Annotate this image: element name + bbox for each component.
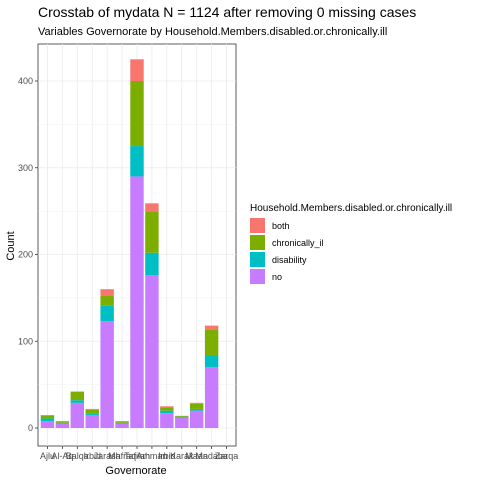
x-tick-label: Zarqa bbox=[215, 451, 239, 461]
bar-segment-both bbox=[130, 59, 144, 81]
bar-segment-both bbox=[85, 408, 99, 410]
bar-segment-chronically-il bbox=[115, 421, 129, 423]
bar-segment-both bbox=[55, 421, 70, 422]
bar-segment-chronically-il bbox=[145, 211, 159, 253]
bar-segment-disability bbox=[160, 410, 174, 414]
y-tick-label: 200 bbox=[18, 250, 33, 260]
legend-title: Household.Members.disabled.or.chronicall… bbox=[250, 203, 452, 214]
bar-segment-chronically-il bbox=[70, 391, 85, 401]
bar-segment-no bbox=[204, 367, 219, 428]
x-axis-title: Governorate bbox=[105, 465, 166, 477]
bar-segment-both bbox=[100, 289, 114, 296]
bar-segment-chronically-il bbox=[55, 421, 70, 423]
bar-segment-disability bbox=[189, 408, 204, 411]
legend: Household.Members.disabled.or.chronicall… bbox=[250, 203, 452, 284]
y-tick-label: 400 bbox=[18, 76, 33, 86]
x-tick-label: Madaba bbox=[195, 451, 228, 461]
y-axis-title: Count bbox=[5, 231, 17, 260]
bar-segment-no bbox=[189, 410, 204, 428]
bar-segment-no bbox=[130, 176, 144, 428]
x-tick-label: Karak bbox=[170, 451, 194, 461]
bar-segment-no bbox=[40, 421, 55, 428]
x-tick-label: Tafilah bbox=[124, 451, 150, 461]
legend-swatch-no bbox=[250, 269, 265, 284]
bar-segment-both bbox=[189, 402, 204, 404]
bar-segment-chronically-il bbox=[100, 295, 114, 306]
bar-segment-both bbox=[115, 421, 129, 422]
legend-swatch-chronically-il bbox=[250, 235, 265, 250]
x-tick-label: Jarash bbox=[94, 451, 121, 461]
legend-label: chronically_il bbox=[272, 238, 324, 248]
bar-segment-disability bbox=[70, 400, 85, 403]
plot-area: 0100200300400AjluAl-AqBalqaIrbidJarashMa… bbox=[18, 43, 239, 461]
bar-segment-chronically-il bbox=[130, 81, 144, 147]
bar-segment-disability bbox=[130, 146, 144, 177]
bar-segment-both bbox=[145, 203, 159, 212]
bar-segment-both bbox=[204, 325, 219, 330]
bar-segment-disability bbox=[204, 355, 219, 368]
bar-segment-chronically-il bbox=[40, 415, 55, 419]
bar-segment-disability bbox=[115, 422, 129, 424]
bar-segment-no bbox=[55, 423, 70, 428]
legend-label: no bbox=[272, 272, 282, 282]
legend-label: both bbox=[272, 221, 290, 231]
bar-segment-no bbox=[160, 413, 174, 428]
x-tick-label: Irbid bbox=[83, 451, 101, 461]
bar-segment-disability bbox=[85, 413, 99, 415]
bar-segment-no bbox=[70, 402, 85, 428]
x-tick-label: Al-Aq bbox=[51, 451, 73, 461]
bar-segment-no bbox=[175, 417, 189, 428]
bar-segment-disability bbox=[55, 422, 70, 424]
x-tick-label: Amman bbox=[136, 451, 167, 461]
bar-segment-both bbox=[160, 406, 174, 408]
bar-segment-chronically-il bbox=[204, 329, 219, 356]
bar-segment-no bbox=[115, 423, 129, 428]
chart-title: Crosstab of mydata N = 1124 after removi… bbox=[38, 4, 416, 20]
y-tick-label: 100 bbox=[18, 336, 33, 346]
bar-segment-no bbox=[145, 275, 159, 428]
bar-segment-chronically-il bbox=[189, 403, 204, 409]
legend-swatch-disability bbox=[250, 252, 265, 267]
y-tick-label: 0 bbox=[28, 423, 33, 433]
bar-segment-disability bbox=[145, 252, 159, 276]
x-tick-label: Ajlu bbox=[40, 451, 55, 461]
chart-subtitle: Variables Governorate by Household.Membe… bbox=[38, 26, 387, 38]
x-tick-label: Maan bbox=[185, 451, 208, 461]
bar-segment-disability bbox=[40, 418, 55, 422]
bar-segment-disability bbox=[175, 416, 189, 418]
x-tick-label: Balqa bbox=[66, 451, 89, 461]
legend-label: disability bbox=[272, 255, 307, 265]
bar-segment-chronically-il bbox=[175, 415, 189, 417]
y-tick-label: 300 bbox=[18, 163, 33, 173]
bar-segment-both bbox=[40, 414, 55, 416]
bar-segment-no bbox=[100, 321, 114, 428]
bar-segment-chronically-il bbox=[85, 409, 99, 414]
bar-segment-no bbox=[85, 414, 99, 428]
x-tick-label: Mafraq bbox=[108, 451, 136, 461]
bar-segment-disability bbox=[100, 305, 114, 322]
legend-swatch-both bbox=[250, 218, 265, 233]
x-tick-label: Irbid bbox=[158, 451, 176, 461]
bar-segment-chronically-il bbox=[160, 407, 174, 411]
